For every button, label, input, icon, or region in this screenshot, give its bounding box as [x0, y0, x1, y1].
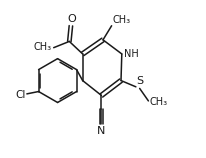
Text: N: N — [97, 125, 106, 136]
Text: O: O — [67, 14, 76, 24]
Text: Cl: Cl — [15, 90, 26, 100]
Text: CH₃: CH₃ — [113, 15, 131, 25]
Text: CH₃: CH₃ — [150, 97, 168, 107]
Text: S: S — [137, 76, 144, 86]
Text: CH₃: CH₃ — [34, 42, 52, 52]
Text: NH: NH — [124, 49, 138, 59]
